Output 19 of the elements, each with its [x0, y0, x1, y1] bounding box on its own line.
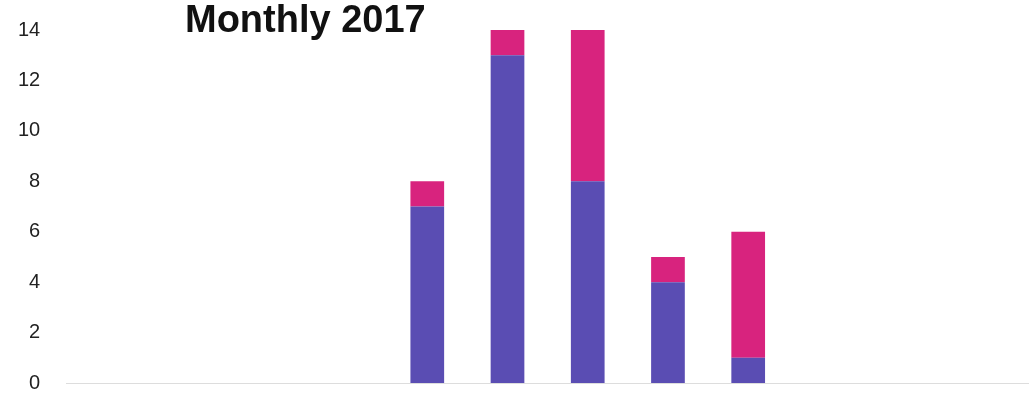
y-tick-label: 4: [29, 269, 41, 292]
y-tick-label: 6: [29, 219, 41, 242]
bar: [570, 30, 605, 182]
y-tick-label: 2: [29, 320, 41, 343]
bar: [570, 181, 605, 383]
bar: [410, 181, 445, 207]
y-tick-label: 12: [18, 67, 41, 90]
bar: [651, 282, 685, 383]
chart-title: Monthly 2017: [185, 0, 426, 41]
y-tick-label: 14: [18, 17, 41, 40]
bar: [490, 55, 525, 383]
bar: [410, 206, 445, 383]
bar: [651, 256, 685, 283]
y-tick-label: 0: [29, 370, 41, 393]
bar: [731, 357, 766, 383]
bar: [731, 231, 766, 358]
bar: [490, 30, 525, 56]
y-tick-label: 10: [18, 118, 41, 141]
y-tick-label: 8: [29, 168, 41, 191]
